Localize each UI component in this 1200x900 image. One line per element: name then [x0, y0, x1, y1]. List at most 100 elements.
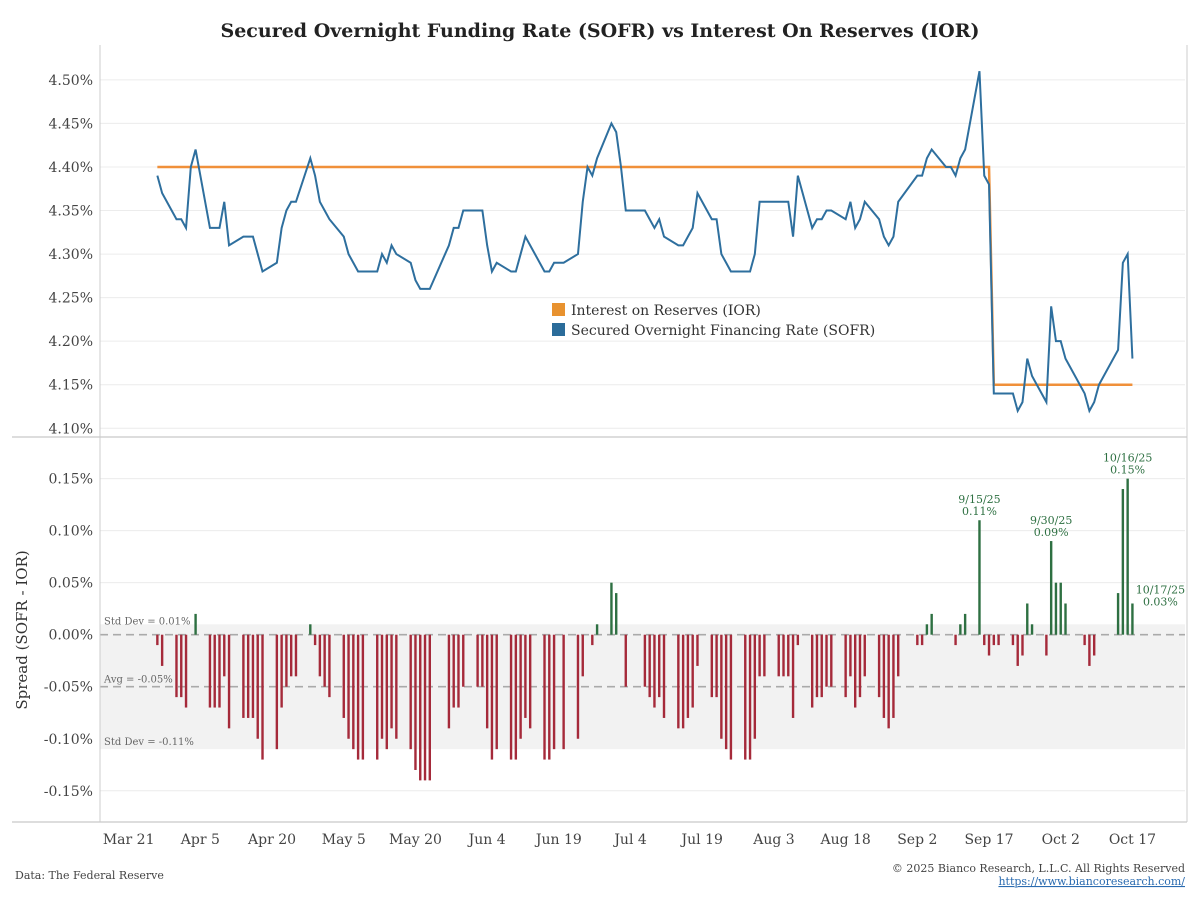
y-tick-label: 4.10%	[49, 421, 93, 437]
spread-bar	[1030, 624, 1034, 635]
spread-bar	[184, 634, 188, 708]
spread-bar	[1049, 541, 1053, 635]
spread-bars	[156, 478, 1134, 781]
spread-bar	[825, 634, 828, 687]
spread-bar	[256, 634, 259, 739]
spread-bar	[552, 634, 556, 750]
spread-bar	[763, 634, 766, 677]
spread-bar	[347, 634, 350, 739]
spread-bar	[376, 634, 379, 760]
spread-bar	[681, 634, 685, 729]
y-tick-label: 4.50%	[49, 73, 93, 89]
spread-bar	[485, 634, 489, 729]
spread-bar	[624, 634, 627, 687]
x-tick-label: Mar 21	[103, 832, 155, 848]
y-tick-label: 4.40%	[49, 160, 93, 176]
y-tick-label: 4.30%	[49, 247, 93, 263]
spread-bar	[213, 634, 216, 708]
x-tick-label: Jun 19	[534, 832, 582, 848]
spread-bar	[920, 634, 924, 646]
spread-bar	[390, 634, 393, 729]
y-tick-label: 0.00%	[49, 628, 93, 644]
spread-bar	[877, 634, 881, 698]
spread-bar	[285, 634, 288, 687]
spread-bar	[1016, 634, 1019, 666]
spread-bar	[677, 634, 680, 729]
y-tick-label: 4.45%	[49, 116, 93, 132]
average-label: Avg = -0.05%	[103, 675, 173, 686]
spread-bar	[787, 634, 790, 677]
spread-bar	[380, 634, 384, 739]
spread-bar	[653, 634, 656, 708]
spread-bar	[218, 634, 221, 708]
x-tick-label: May 5	[322, 832, 366, 848]
spread-bar	[844, 634, 847, 698]
spread-bar	[514, 634, 518, 760]
std-dev-upper-label: Std Dev = 0.01%	[104, 617, 191, 628]
legend-label-sofr: Secured Overnight Financing Rate (SOFR)	[571, 323, 875, 339]
spread-bar	[715, 634, 718, 698]
x-tick-label: Apr 5	[180, 832, 220, 848]
spread-bar	[562, 634, 565, 750]
spread-bar	[662, 634, 666, 718]
spread-bar	[409, 634, 412, 750]
spread-bar	[452, 634, 455, 708]
website-link[interactable]: https://www.biancoresearch.com/	[998, 875, 1185, 888]
spread-bar	[930, 613, 933, 635]
spread-bar	[318, 634, 322, 677]
annotation-date: 9/15/25	[958, 493, 1000, 506]
y-tick-label: -0.10%	[44, 732, 93, 748]
spread-bar	[849, 634, 852, 677]
spread-bar	[223, 634, 226, 677]
y-tick-label: 4.25%	[49, 291, 93, 307]
spread-bar	[447, 634, 451, 729]
spread-bar	[385, 634, 388, 750]
spread-bar	[1026, 603, 1029, 635]
spread-bar	[992, 634, 996, 646]
x-tick-label: Sep 2	[897, 832, 937, 848]
x-tick-label: Aug 18	[819, 832, 870, 848]
spread-bar	[361, 634, 365, 760]
x-tick-label: Jul 19	[680, 832, 723, 848]
spread-bar	[724, 634, 728, 750]
spread-bar	[882, 634, 886, 718]
annotation-value: 0.15%	[1110, 464, 1145, 477]
spread-bar	[686, 634, 690, 718]
spread-bar	[892, 634, 895, 718]
spread-bar	[987, 634, 991, 656]
spread-bar	[897, 634, 900, 677]
y-tick-label: 4.15%	[49, 378, 93, 394]
spread-bar	[658, 634, 661, 698]
spread-bar	[777, 634, 780, 677]
spread-bar	[1059, 582, 1062, 635]
annotation-date: 10/17/25	[1136, 583, 1185, 596]
copyright: © 2025 Bianco Research, L.L.C. All Right…	[892, 862, 1185, 875]
spread-bar	[548, 634, 551, 760]
spread-bar	[208, 634, 212, 708]
spread-bar	[791, 634, 795, 718]
spread-bar	[1088, 634, 1091, 666]
x-tick-label: Aug 3	[752, 832, 794, 848]
spread-bar	[156, 634, 159, 646]
y-tick-label: -0.05%	[44, 680, 93, 696]
y-axis-label: Spread (SOFR - IOR)	[13, 550, 31, 709]
spread-bar	[1131, 603, 1134, 635]
legend: Interest on Reserves (IOR) Secured Overn…	[552, 303, 875, 339]
spread-bar	[509, 634, 513, 760]
spread-bar	[395, 634, 398, 739]
spread-bar	[180, 634, 183, 698]
spread-bar	[1021, 634, 1024, 656]
spread-bar	[782, 634, 785, 677]
spread-bar	[490, 634, 494, 760]
spread-bar	[246, 634, 250, 718]
y-tick-label: 0.10%	[49, 524, 93, 540]
spread-bar	[1045, 634, 1048, 656]
spread-bar	[457, 634, 460, 708]
spread-bar	[643, 634, 647, 687]
x-tick-label: Oct 17	[1109, 832, 1156, 848]
spread-bar	[309, 624, 312, 635]
spread-bar	[959, 624, 962, 635]
spread-bar	[275, 634, 279, 750]
spread-bar	[1064, 603, 1067, 635]
spread-bar	[820, 634, 823, 698]
